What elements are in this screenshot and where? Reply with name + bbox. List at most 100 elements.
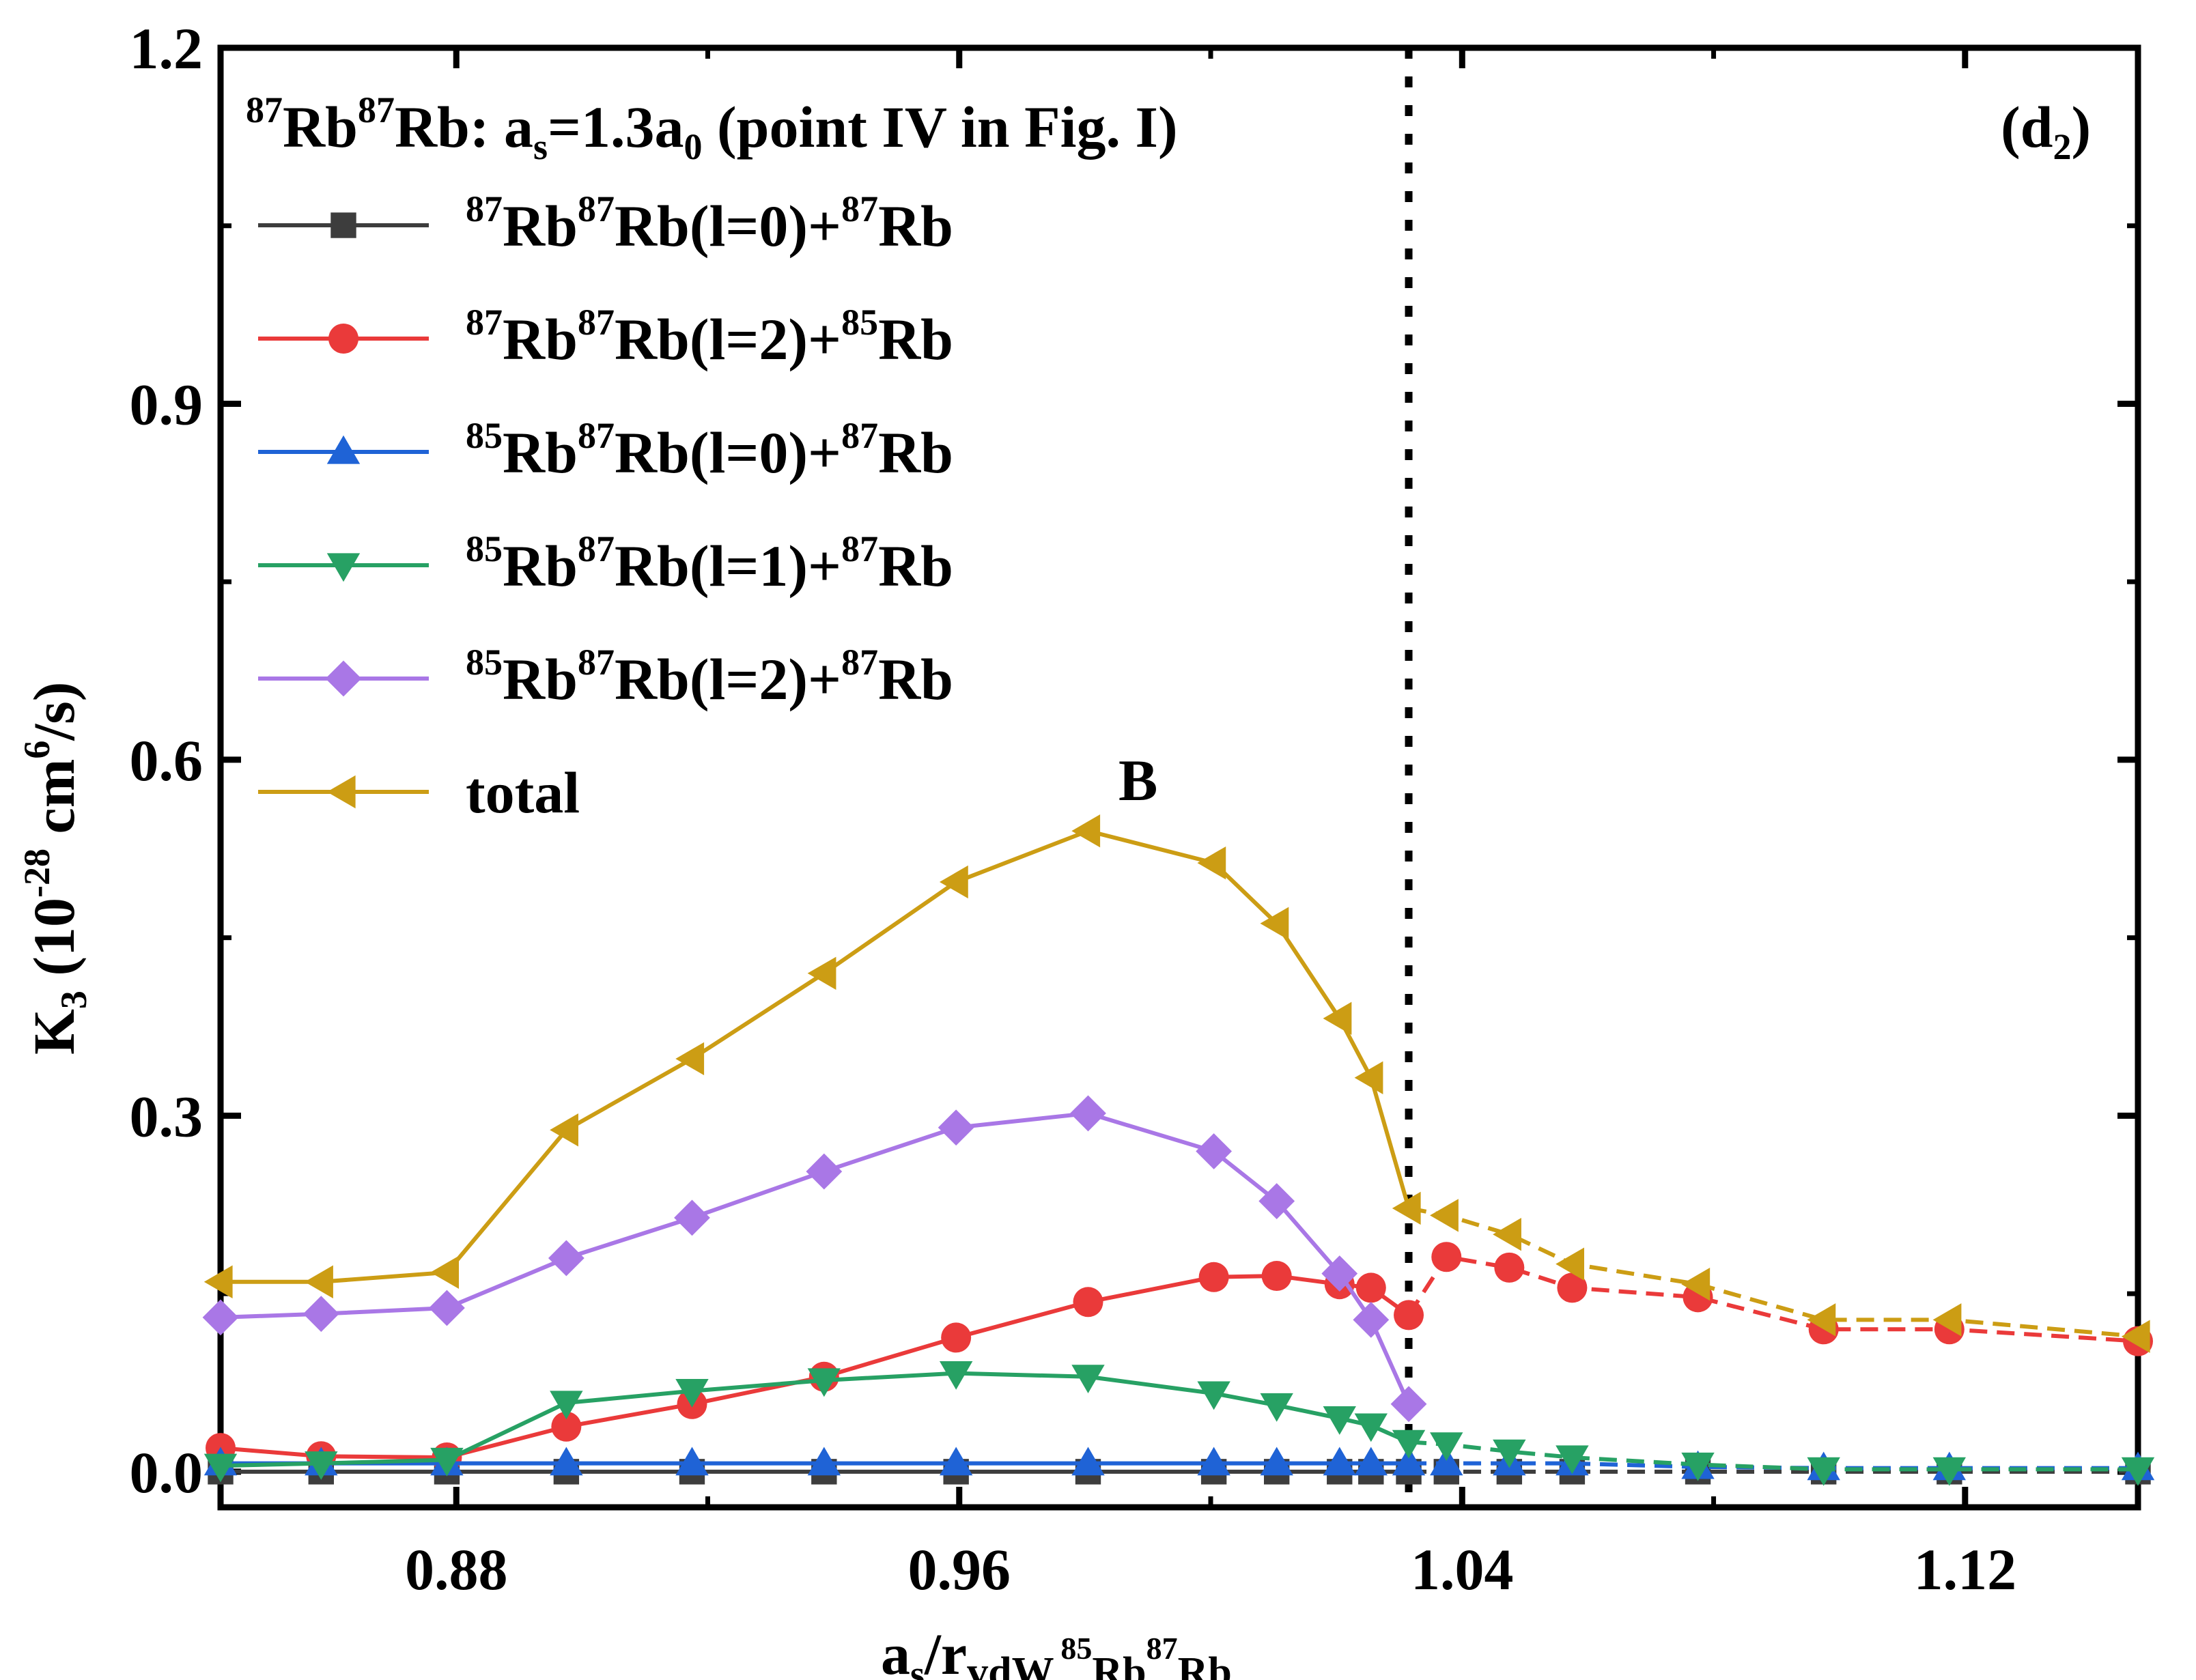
data-point — [1073, 1287, 1103, 1318]
data-point — [1260, 907, 1289, 940]
data-point — [1556, 1247, 1585, 1281]
data-point — [1430, 1199, 1459, 1232]
plot-frame — [217, 44, 2141, 1511]
y-axis-label: K3 (10-28 cm6/s) — [16, 682, 94, 1055]
data-point — [1354, 1447, 1388, 1476]
data-point — [302, 1296, 339, 1333]
data-point — [1323, 1406, 1356, 1435]
data-point — [1355, 1272, 1386, 1303]
data-point — [1392, 1191, 1421, 1225]
data-point — [550, 1391, 583, 1420]
panel-title: 87Rb87Rb: as=1.3a0 (point IV in Fig. I) — [246, 89, 1178, 167]
data-point — [203, 1265, 233, 1298]
data-point — [807, 1368, 841, 1397]
data-point — [1493, 1439, 1526, 1468]
data-point — [1392, 1429, 1426, 1459]
data-point — [939, 1361, 973, 1390]
series-5 — [203, 814, 2150, 1353]
y-tick-label: 0.0 — [130, 1440, 203, 1505]
legend-item: total — [258, 760, 580, 825]
legend-label: 87Rb87Rb(l=0)+87Rb — [466, 188, 953, 259]
legend: 87Rb87Rb(l=0)+87Rb 87Rb87Rb(l=2)+85Rb 85Rb… — [258, 188, 953, 825]
x-tick-label: 1.04 — [1411, 1537, 1514, 1602]
data-point — [1260, 1393, 1293, 1422]
data-point — [305, 1451, 338, 1480]
data-point — [1556, 1445, 1589, 1475]
x-axis-label: as/rvdW,85Rb87Rb — [881, 1621, 1232, 1680]
data-point — [2121, 1457, 2155, 1486]
legend-label: 87Rb87Rb(l=2)+85Rb — [466, 302, 953, 372]
data-point — [1353, 1301, 1390, 1338]
data-point — [1258, 1183, 1295, 1219]
data-point — [1197, 1447, 1230, 1476]
data-point — [1323, 1001, 1352, 1036]
data-point — [1198, 1262, 1229, 1292]
data-point — [806, 1153, 843, 1190]
data-point — [939, 1447, 973, 1476]
data-point — [807, 1447, 841, 1476]
data-point — [550, 1113, 578, 1147]
data-point — [429, 1290, 465, 1326]
legend-item: 85Rb87Rb(l=2)+87Rb — [258, 642, 953, 712]
y-tick-label: 0.3 — [130, 1083, 203, 1149]
x-axis-ticks: 0.88 0.96 1.04 1.12 — [405, 48, 2016, 1602]
data-point — [1557, 1272, 1588, 1303]
data-point — [551, 1411, 582, 1442]
data-point — [1394, 1300, 1424, 1330]
legend-marker — [328, 324, 358, 354]
series-3 — [203, 1361, 2155, 1486]
data-point — [1260, 1447, 1293, 1476]
series-line — [220, 1111, 1411, 1406]
data-point — [675, 1447, 709, 1476]
data-point — [941, 1322, 972, 1353]
data-point — [939, 865, 968, 899]
legend-marker — [330, 212, 356, 238]
x-tick-label: 1.12 — [1914, 1537, 2017, 1602]
legend-marker — [326, 775, 356, 809]
legend-label: total — [466, 760, 580, 825]
data-point — [1197, 1381, 1230, 1410]
legend-item: 87Rb87Rb(l=2)+85Rb — [258, 302, 953, 372]
series-4 — [202, 1095, 1427, 1423]
data-point — [1430, 1432, 1463, 1462]
legend-marker — [326, 553, 361, 582]
y-tick-label: 0.6 — [130, 728, 203, 793]
data-point — [430, 1447, 464, 1477]
data-point — [1070, 1095, 1106, 1132]
data-point — [1071, 1447, 1105, 1476]
data-point — [202, 1299, 239, 1336]
data-point — [1494, 1252, 1525, 1283]
data-point — [1261, 1261, 1292, 1292]
x-tick-label: 0.88 — [405, 1537, 508, 1602]
legend-label: 85Rb87Rb(l=2)+87Rb — [466, 642, 953, 712]
series-line-dashed — [1408, 1206, 2139, 1339]
data-point — [1321, 1255, 1358, 1292]
data-point — [674, 1199, 710, 1236]
series-line-dashed — [1408, 1440, 2138, 1472]
data-point — [1392, 1447, 1426, 1476]
data-point — [1430, 1447, 1463, 1476]
data-point — [1071, 1365, 1105, 1393]
legend-marker — [325, 660, 362, 697]
data-point — [203, 1453, 238, 1483]
legend-label: 85Rb87Rb(l=1)+87Rb — [466, 528, 953, 599]
series-line-dashed — [1407, 1254, 2139, 1343]
data-point — [1354, 1061, 1383, 1094]
x-tick-label: 0.96 — [908, 1537, 1011, 1602]
data-point — [305, 1265, 333, 1298]
data-point — [807, 956, 836, 991]
data-point — [675, 1379, 709, 1408]
series-1 — [206, 1242, 2153, 1472]
data-point — [1071, 814, 1101, 848]
y-axis-ticks: 0.0 0.3 0.6 0.9 1.2 — [130, 16, 2138, 1505]
series-2 — [203, 1447, 2155, 1481]
data-point — [1493, 1218, 1521, 1251]
series-layer — [202, 814, 2155, 1486]
data-point — [430, 1255, 460, 1290]
panel-label: (d2) — [2001, 94, 2091, 167]
data-point — [550, 1447, 583, 1476]
data-point — [1196, 1133, 1233, 1169]
data-point — [1431, 1242, 1462, 1272]
series-line — [221, 829, 1411, 1284]
